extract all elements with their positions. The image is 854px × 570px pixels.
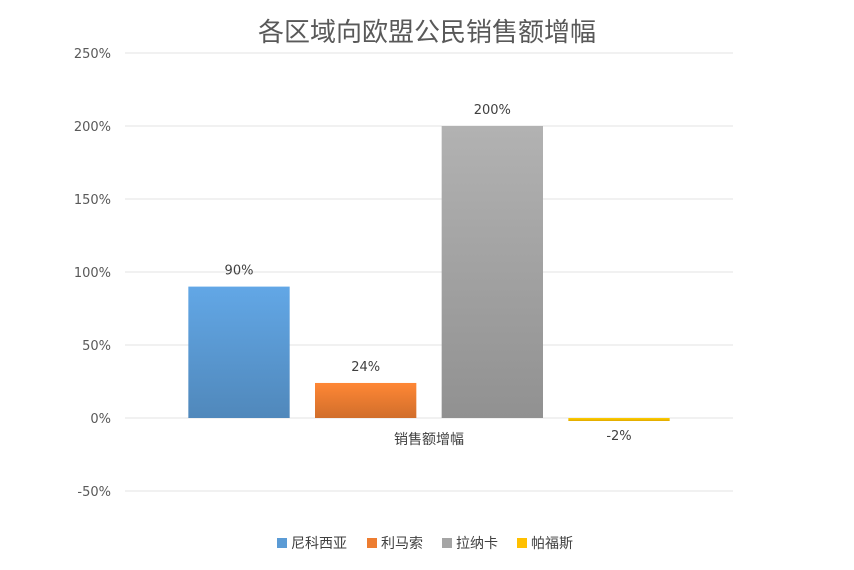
bar-1 [188,286,290,418]
legend-label: 尼科西亚 [291,536,347,552]
data-label: 90% [225,264,254,279]
legend-swatch [517,538,527,548]
y-tick-label: 150% [74,193,111,208]
gridlines [125,52,733,492]
y-tick-label: 200% [74,120,111,135]
chart-title: 各区域向欧盟公民销售额增幅 [258,18,596,48]
y-tick-label: 100% [74,266,111,281]
y-axis-ticks: 250% 200% 150% 100% 50% 0% -50% [74,47,111,500]
bars [188,126,670,421]
y-tick-label: 250% [74,47,111,62]
data-label: 24% [351,360,380,375]
legend-label: 帕福斯 [531,536,573,552]
bar-2 [315,382,417,418]
y-tick-label: 0% [90,412,111,427]
bar-4 [568,418,670,421]
legend: 尼科西亚 利马索 拉纳卡 帕福斯 [277,535,573,552]
data-labels: 90% 24% 200% -2% [225,103,632,444]
y-tick-label: 50% [82,339,111,354]
y-tick-label: -50% [77,485,111,500]
legend-swatch [442,538,452,548]
data-label: -2% [606,429,631,444]
x-category-label: 销售额增幅 [394,432,464,448]
legend-swatch [277,538,287,548]
data-label: 200% [474,103,511,118]
legend-label: 利马索 [381,535,423,552]
legend-label: 拉纳卡 [456,536,498,552]
x-axis-categories: 销售额增幅 [394,432,464,448]
legend-swatch [367,538,377,548]
bar-3 [441,126,543,418]
